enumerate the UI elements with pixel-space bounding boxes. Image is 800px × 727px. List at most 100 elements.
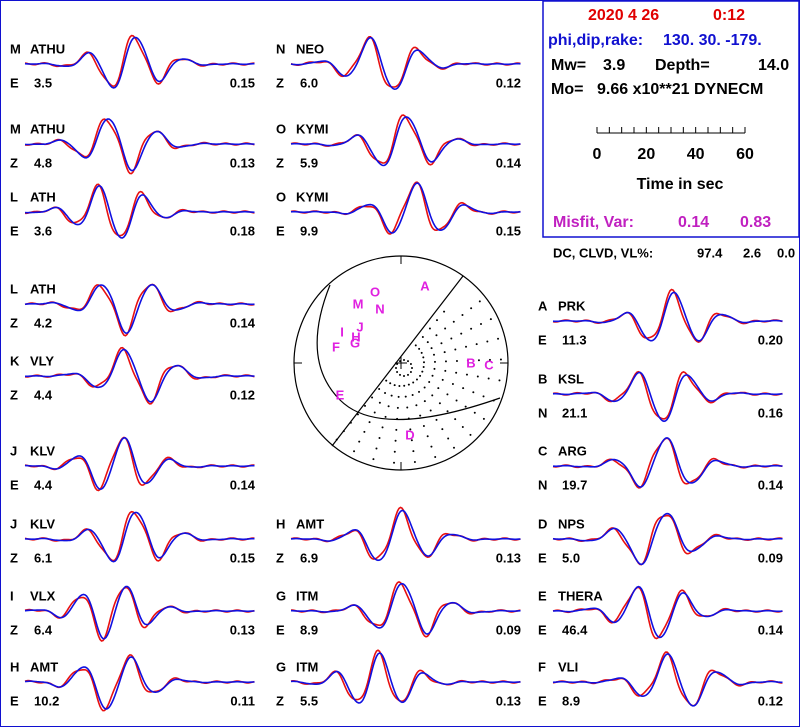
waveform xyxy=(290,36,521,91)
scale-label: 60 xyxy=(736,146,754,163)
dot xyxy=(389,382,392,385)
dot xyxy=(455,371,458,374)
station-varred: 0.13 xyxy=(230,622,255,637)
station-varred: 0.16 xyxy=(758,405,783,420)
station-name: KYMI xyxy=(296,121,329,136)
dot xyxy=(499,358,502,361)
station-distance: 5.0 xyxy=(562,550,580,565)
station-letter: C xyxy=(538,443,548,458)
station-varred: 0.13 xyxy=(230,155,255,170)
waveform xyxy=(290,649,521,703)
dot xyxy=(422,424,425,427)
station-marker: E xyxy=(336,387,345,402)
dot xyxy=(415,404,418,407)
waveform xyxy=(24,585,255,640)
dot xyxy=(358,440,361,443)
station-varred: 0.14 xyxy=(758,477,784,492)
dot xyxy=(428,327,431,330)
station-panel: O KYMI Z 5.9 0.14 xyxy=(276,114,522,170)
station-component: E xyxy=(276,622,285,637)
station-marker: H xyxy=(351,329,360,344)
dot xyxy=(454,348,457,351)
station-distance: 4.4 xyxy=(34,477,53,492)
station-distance: 8.9 xyxy=(300,622,318,637)
dot xyxy=(364,404,367,407)
station-name: VLY xyxy=(30,353,54,368)
station-panel: O KYMI E 9.9 0.15 xyxy=(276,181,521,238)
waveform xyxy=(290,509,521,562)
scale-title: Time in sec xyxy=(637,176,724,193)
station-letter: N xyxy=(276,41,285,56)
station-name: NPS xyxy=(558,516,585,531)
station-distance: 46.4 xyxy=(562,622,588,637)
dot xyxy=(356,413,359,416)
dot xyxy=(349,421,352,424)
waveform xyxy=(25,348,255,403)
dot xyxy=(460,332,463,335)
dot xyxy=(390,394,393,397)
waveform xyxy=(552,651,783,707)
waveform xyxy=(25,436,255,491)
station-distance: 3.5 xyxy=(34,75,52,90)
station-varred: 0.13 xyxy=(496,550,521,565)
station-name: ATH xyxy=(30,189,56,204)
dot xyxy=(497,337,500,340)
dot xyxy=(415,378,418,381)
station-letter: G xyxy=(276,659,286,674)
station-name: KLV xyxy=(30,443,55,458)
station-distance: 9.9 xyxy=(300,223,318,238)
station-letter: L xyxy=(10,281,18,296)
dot xyxy=(462,387,465,390)
dot xyxy=(335,438,338,441)
waveform xyxy=(291,581,521,638)
dot xyxy=(422,356,425,359)
station-varred: 0.15 xyxy=(496,223,521,238)
dot xyxy=(426,435,429,438)
misfit: 0.14 xyxy=(678,214,709,231)
station-panel: N NEO Z 6.0 0.12 xyxy=(276,36,521,91)
dot xyxy=(454,418,457,421)
dot xyxy=(422,365,425,368)
station-marker: C xyxy=(484,357,494,372)
station-distance: 4.2 xyxy=(34,315,52,330)
dc-label: DC, CLVD, VL%: xyxy=(553,245,653,260)
dot xyxy=(429,409,432,412)
dot xyxy=(446,410,449,413)
station-letter: H xyxy=(276,516,285,531)
dot xyxy=(433,360,436,363)
dot xyxy=(430,347,433,350)
dot xyxy=(419,414,422,417)
scale-label: 20 xyxy=(637,146,655,163)
station-panel: I VLX Z 6.4 0.13 xyxy=(10,585,255,642)
dot xyxy=(455,360,458,363)
station-component: E xyxy=(10,223,19,238)
dot xyxy=(423,400,426,403)
waveform xyxy=(290,652,521,704)
waveform xyxy=(552,512,783,566)
station-varred: 0.14 xyxy=(758,622,784,637)
beachball: A OM NJI HGF B C E D xyxy=(293,255,509,471)
station-varred: 0.13 xyxy=(496,693,521,708)
dot xyxy=(433,367,436,370)
dot xyxy=(432,353,435,356)
waveform xyxy=(24,283,255,335)
station-marker: F xyxy=(332,339,340,354)
waveform xyxy=(290,506,521,560)
dot xyxy=(465,345,468,348)
dot xyxy=(438,402,441,405)
dot xyxy=(486,340,489,343)
station-distance: 21.1 xyxy=(562,405,587,420)
dot xyxy=(421,335,424,338)
clvd: 2.6 xyxy=(743,245,761,260)
station-name: KLV xyxy=(30,516,55,531)
station-distance: 5.5 xyxy=(300,693,318,708)
station-varred: 0.18 xyxy=(230,223,255,238)
dot xyxy=(423,386,426,389)
dot xyxy=(470,327,473,330)
station-component: E xyxy=(276,223,285,238)
dot xyxy=(441,428,444,431)
waveform xyxy=(24,654,255,712)
date: 2020 4 26 xyxy=(588,7,659,24)
